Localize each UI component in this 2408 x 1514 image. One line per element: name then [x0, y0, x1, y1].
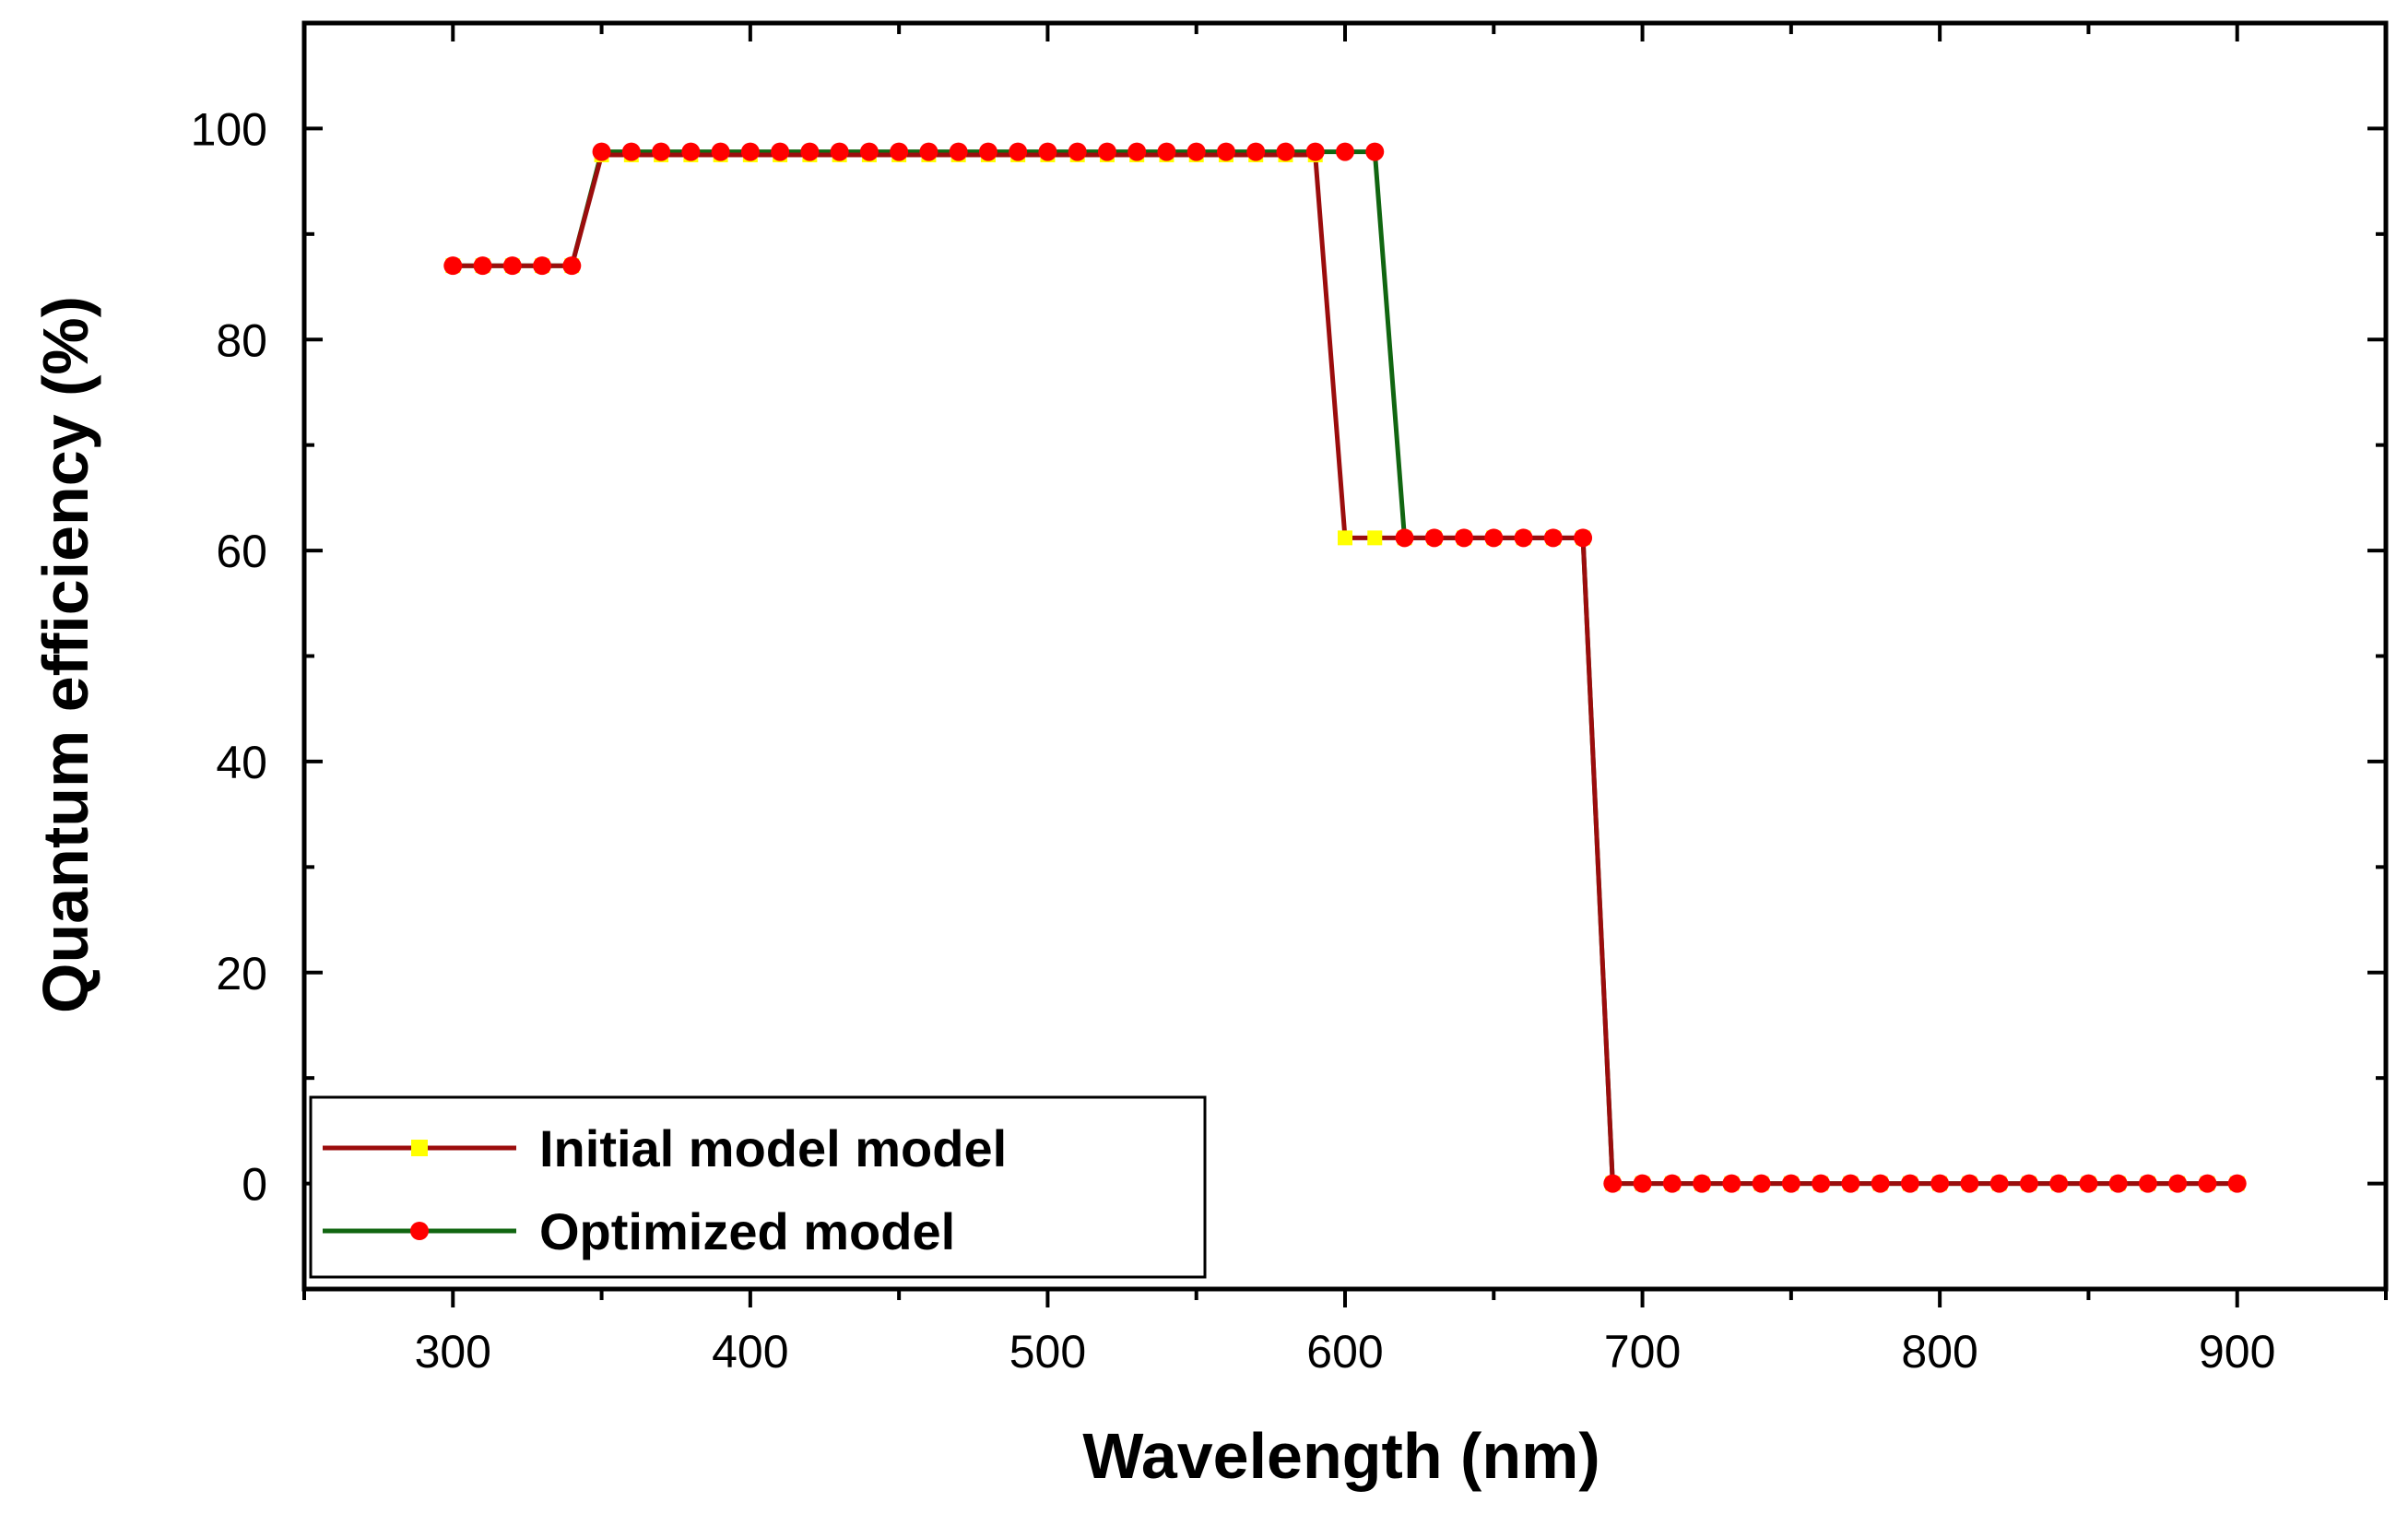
series-optimized-marker — [800, 142, 820, 161]
y-tick-label: 100 — [191, 103, 267, 155]
x-tick-label: 900 — [2199, 1326, 2275, 1378]
series-optimized-marker — [1812, 1174, 1831, 1193]
legend-box — [309, 1095, 1207, 1279]
series-optimized-marker — [1960, 1174, 1979, 1193]
series-optimized-marker — [1424, 528, 1444, 548]
series-optimized-marker — [533, 256, 552, 276]
series-optimized-marker — [621, 142, 641, 161]
legend-optimized-label: Optimized model — [539, 1202, 955, 1260]
series-optimized-marker — [473, 256, 492, 276]
series-optimized-marker — [562, 256, 582, 276]
plot-area — [301, 20, 2389, 1292]
x-axis: 300 400 500 600 700 800 900 — [302, 23, 2388, 1378]
series-optimized-marker — [1157, 142, 1176, 161]
series-optimized-marker — [740, 142, 760, 161]
series-optimized-marker — [2198, 1174, 2217, 1193]
series-optimized-marker — [1722, 1174, 1741, 1193]
x-tick-label: 800 — [1901, 1326, 1977, 1378]
y-tick-label: 40 — [216, 737, 267, 788]
series-optimized-marker — [2019, 1174, 2038, 1193]
x-tick-label: 600 — [1306, 1326, 1383, 1378]
legend-initial-marker — [411, 1140, 428, 1156]
series-optimized-marker — [859, 142, 879, 161]
series-optimized-marker — [1841, 1174, 1860, 1193]
series-optimized-marker — [1693, 1174, 1712, 1193]
series-optimized-marker — [2108, 1174, 2128, 1193]
x-tick-label: 700 — [1604, 1326, 1681, 1378]
series-optimized-marker — [1038, 142, 1057, 161]
y-tick-label: 20 — [216, 948, 267, 999]
legend: Initial model model Optimized model — [309, 1095, 1207, 1279]
series-optimized-marker — [1574, 528, 1593, 548]
series-optimized-marker — [919, 142, 938, 161]
x-tick-label: 300 — [415, 1326, 491, 1378]
series-optimized-marker — [1246, 142, 1266, 161]
series-optimized-marker — [2138, 1174, 2157, 1193]
series-optimized-marker — [2168, 1174, 2188, 1193]
series-optimized-marker — [1871, 1174, 1890, 1193]
series-optimized-marker — [949, 142, 968, 161]
y-tick-label: 0 — [242, 1159, 267, 1211]
series-optimized-marker — [652, 142, 671, 161]
series-optimized-marker — [1662, 1174, 1682, 1193]
x-tick-label: 500 — [1009, 1326, 1086, 1378]
legend-initial-label: Initial model model — [539, 1119, 1007, 1177]
series-optimized-marker — [1781, 1174, 1800, 1193]
series-optimized-marker — [1603, 1174, 1623, 1193]
series-optimized-marker — [1097, 142, 1116, 161]
y-axis-title: Quantum efficiency (%) — [30, 296, 101, 1013]
y-axis: 0 20 40 60 80 100 — [191, 21, 2386, 1291]
series-optimized-marker — [1484, 528, 1504, 548]
series-initial-marker — [1338, 530, 1352, 546]
series-optimized-marker — [1395, 528, 1414, 548]
series-optimized-marker — [1930, 1174, 1950, 1193]
series-optimized-marker — [1514, 528, 1533, 548]
x-tick-label: 400 — [712, 1326, 788, 1378]
series-initial-marker — [1367, 530, 1383, 546]
series-optimized-marker — [1900, 1174, 1919, 1193]
series-optimized-marker — [1009, 142, 1028, 161]
legend-optimized-marker — [410, 1222, 429, 1240]
series-optimized-marker — [1186, 142, 1206, 161]
series-optimized-marker — [1989, 1174, 2009, 1193]
x-axis-title: Wavelength (nm) — [1082, 1420, 1599, 1492]
series-optimized-marker — [1336, 142, 1354, 161]
series-optimized-marker — [1305, 142, 1325, 161]
series-optimized-marker — [502, 256, 522, 276]
series-optimized-marker — [2049, 1174, 2069, 1193]
series-optimized-marker — [771, 142, 790, 161]
series-layer — [443, 142, 2247, 1193]
y-tick-label: 80 — [216, 314, 267, 366]
series-optimized-marker — [1365, 142, 1385, 161]
series-optimized-marker — [890, 142, 909, 161]
series-optimized-marker — [830, 142, 849, 161]
series-optimized-marker — [681, 142, 701, 161]
series-optimized-marker — [1455, 528, 1474, 548]
series-optimized-marker — [1633, 1174, 1652, 1193]
series-optimized-marker — [711, 142, 730, 161]
series-optimized-marker — [2227, 1174, 2247, 1193]
series-optimized-marker — [978, 142, 997, 161]
series-optimized-marker — [1752, 1174, 1771, 1193]
series-optimized-marker — [443, 256, 463, 276]
series-optimized-marker — [2079, 1174, 2098, 1193]
series-optimized-marker — [1216, 142, 1235, 161]
series-optimized-marker — [1127, 142, 1147, 161]
series-optimized-marker — [1543, 528, 1563, 548]
series-optimized-marker — [592, 142, 611, 161]
series-optimized-marker — [1068, 142, 1087, 161]
series-optimized-marker — [1276, 142, 1295, 161]
y-tick-label: 60 — [216, 526, 267, 577]
